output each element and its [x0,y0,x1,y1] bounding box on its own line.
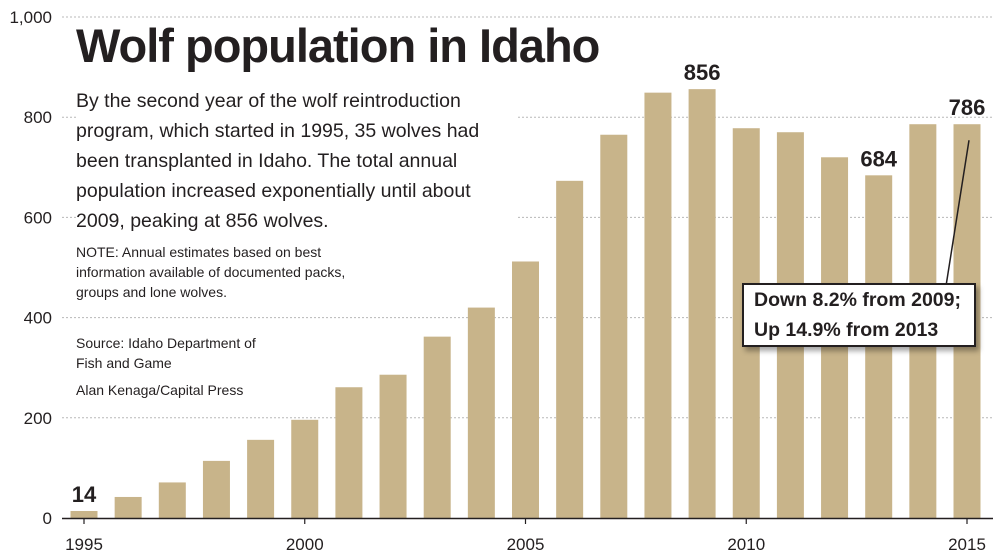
y-tick-label: 600 [24,208,52,227]
callout-box: Down 8.2% from 2009; Up 14.9% from 2013 [742,283,976,347]
callout-line-2: Up 14.9% from 2013 [754,319,939,341]
chart-source: Source: Idaho Department of Fish and Gam… [76,333,276,373]
bar-1999 [247,439,275,518]
bar-1995 [70,510,98,518]
data-label-1995: 14 [72,482,97,507]
bar-1998 [202,460,230,518]
bar-2003 [423,336,451,518]
x-tick-label: 2010 [727,535,765,554]
bar-2006 [556,180,584,518]
y-tick-label: 1,000 [9,8,52,27]
chart-title: Wolf population in Idaho [76,19,600,72]
bar-2007 [600,134,628,519]
x-tick-label: 1995 [65,535,103,554]
x-tick-label: 2000 [286,535,324,554]
callout-pointer [945,140,970,287]
data-label-2015: 786 [949,95,986,120]
bar-2005 [512,261,539,518]
bar-2009 [688,89,716,519]
bar-2002 [379,374,407,518]
callout-line-1: Down 8.2% from 2009; [754,289,961,311]
data-label-2009: 856 [684,60,721,85]
bar-2001 [335,387,363,518]
bar-2008 [644,92,672,518]
bar-2000 [291,419,319,518]
data-label-2013: 684 [860,146,897,171]
x-tick-label: 2005 [507,535,545,554]
y-tick-label: 0 [43,509,52,528]
x-tick-label: 2015 [948,535,986,554]
chart-credit: Alan Kenaga/Capital Press [76,382,244,398]
bar-2004 [467,307,495,518]
bar-1997 [158,482,186,518]
y-tick-label: 200 [24,409,52,428]
chart-description: By the second year of the wolf reintrodu… [76,86,516,236]
y-tick-label: 800 [24,108,52,127]
chart-note: NOTE: Annual estimates based on best inf… [76,242,386,302]
y-tick-label: 400 [24,309,52,328]
bar-1996 [114,496,142,518]
